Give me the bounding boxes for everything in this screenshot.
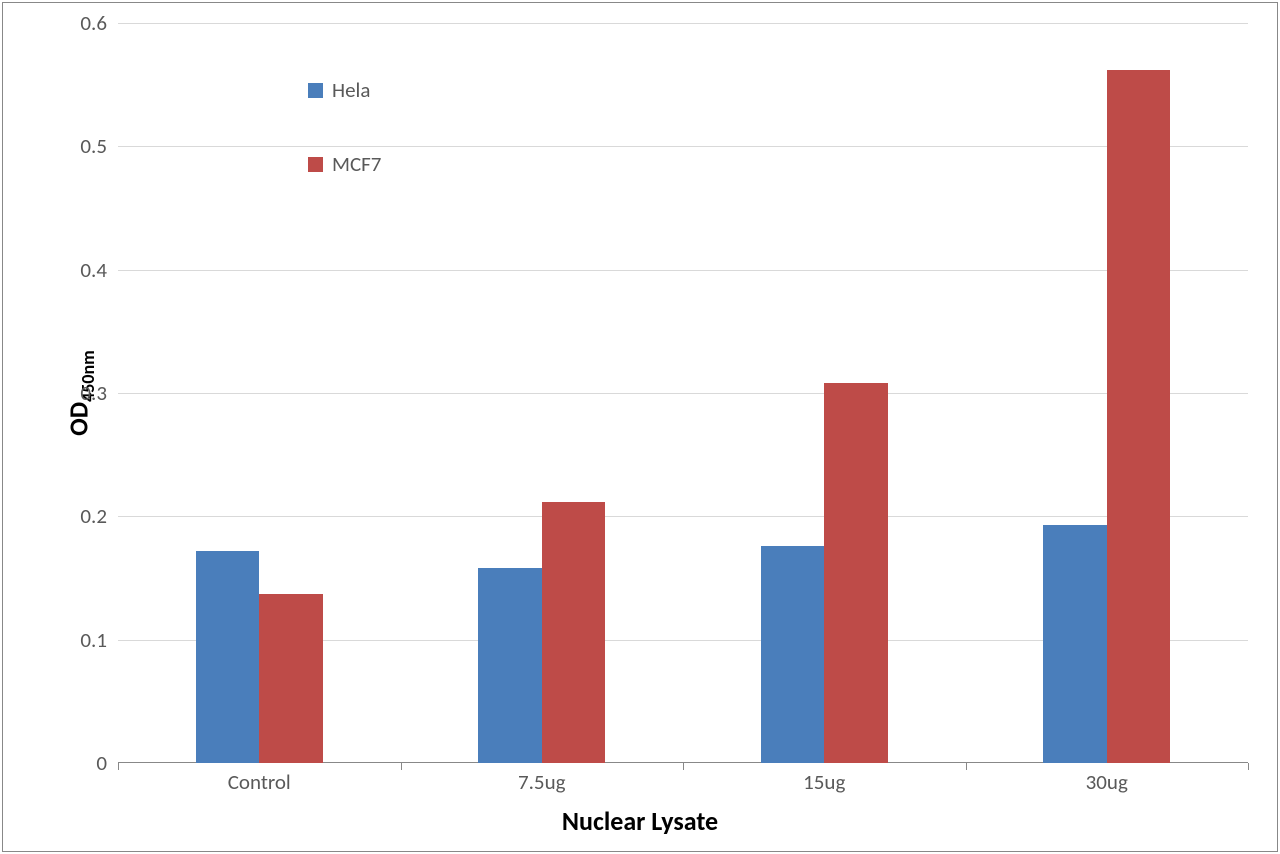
bar <box>196 551 260 763</box>
y-tick-label: 0.1 <box>47 627 107 653</box>
legend-swatch <box>308 83 323 98</box>
legend-item: Hela <box>308 77 381 103</box>
bar <box>478 568 542 763</box>
x-tick-label: 7.5ug <box>518 769 566 795</box>
y-tick-label: 0.4 <box>47 257 107 283</box>
legend-label: MCF7 <box>332 151 381 177</box>
legend-swatch <box>308 157 323 172</box>
bar <box>542 502 606 763</box>
chart-container: OD450nm Nuclear Lysate HelaMCF7 00.10.20… <box>2 2 1278 852</box>
bar <box>824 383 888 763</box>
x-tick-mark <box>966 763 967 770</box>
y-tick-label: 0.2 <box>47 503 107 529</box>
y-tick-label: 0.6 <box>47 10 107 36</box>
gridline <box>118 146 1248 147</box>
y-axis-title-main: OD <box>63 402 95 436</box>
legend-label: Hela <box>332 77 370 103</box>
gridline <box>118 393 1248 394</box>
x-axis-title: Nuclear Lysate <box>562 805 718 837</box>
x-tick-mark <box>1248 763 1249 770</box>
x-tick-mark <box>683 763 684 770</box>
x-tick-label: Control <box>228 769 291 795</box>
plot-area <box>118 23 1248 763</box>
bar <box>259 594 323 763</box>
y-tick-label: 0.3 <box>47 380 107 406</box>
x-tick-label: 15ug <box>803 769 845 795</box>
legend-item: MCF7 <box>308 151 381 177</box>
legend: Hela MCF7 <box>308 77 381 225</box>
x-tick-mark <box>401 763 402 770</box>
y-tick-label: 0.5 <box>47 133 107 159</box>
bar <box>1043 525 1107 763</box>
gridline <box>118 516 1248 517</box>
y-tick-label: 0 <box>47 750 107 776</box>
x-tick-mark <box>118 763 119 770</box>
x-tick-label: 30ug <box>1086 769 1128 795</box>
bar <box>1107 70 1171 763</box>
gridline <box>118 270 1248 271</box>
bar <box>761 546 825 763</box>
gridline <box>118 23 1248 24</box>
